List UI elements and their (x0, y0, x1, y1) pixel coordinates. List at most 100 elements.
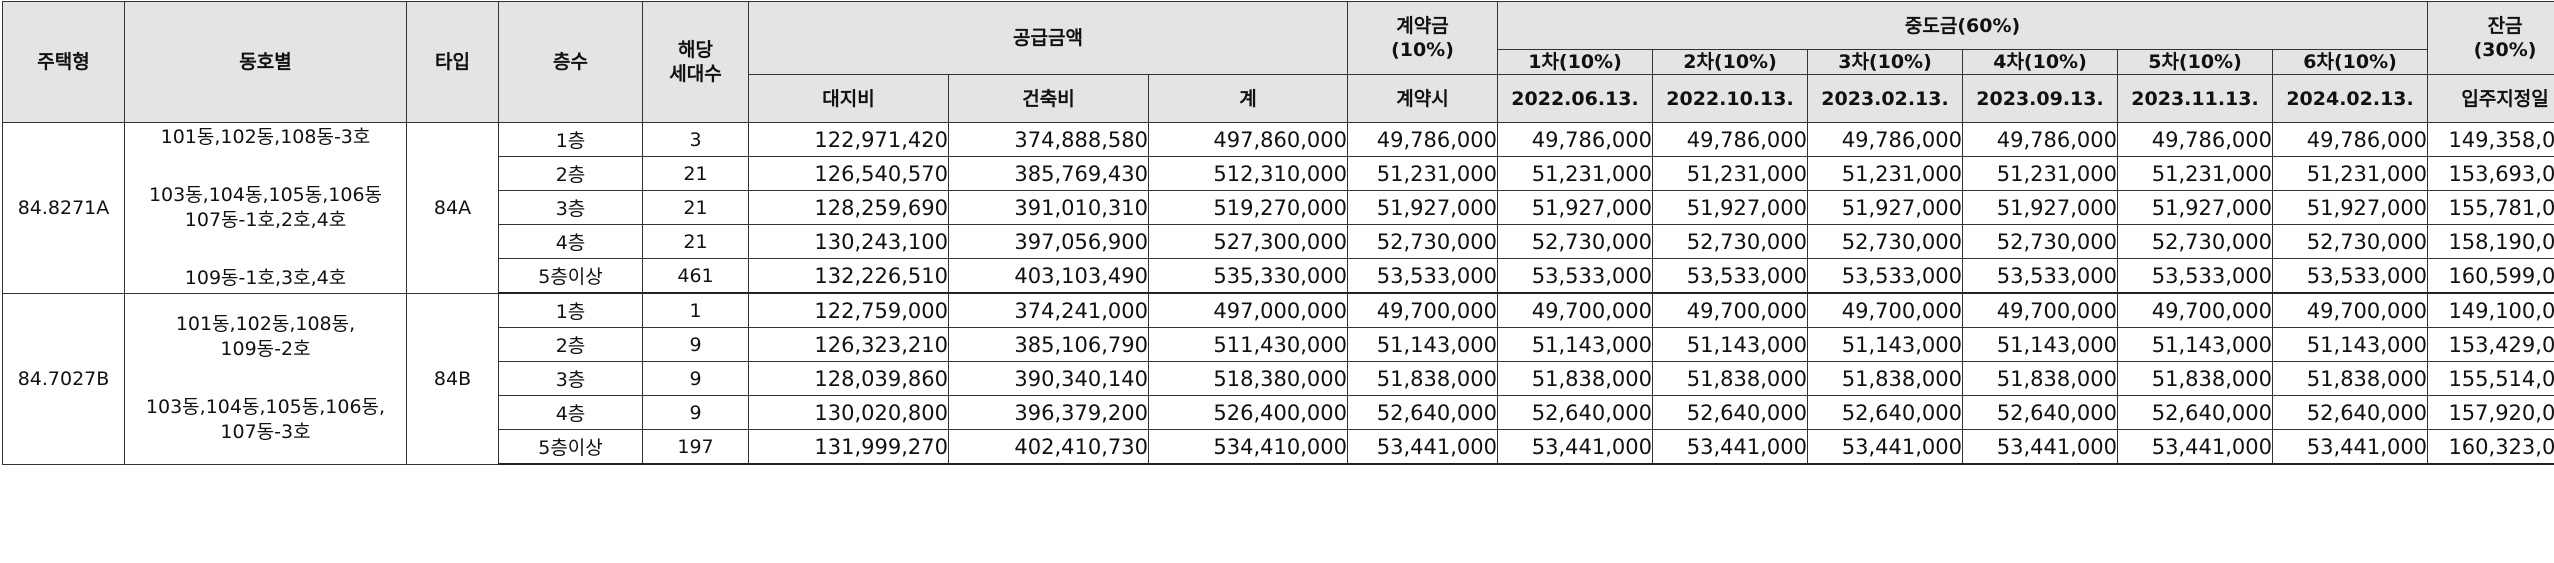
balance-cell: 155,514,000 (2428, 362, 2554, 396)
m2-cell: 52,640,000 (1653, 396, 1808, 430)
m5-cell: 49,786,000 (2118, 123, 2273, 157)
floor-cell: 1층 (499, 123, 643, 157)
m4-cell: 49,700,000 (1963, 293, 2118, 328)
units-cell: 21 (643, 225, 749, 259)
floor-cell: 1층 (499, 293, 643, 328)
m4-cell: 49,786,000 (1963, 123, 2118, 157)
building-cell: 396,379,200 (949, 396, 1149, 430)
land-cell: 128,259,690 (749, 191, 949, 225)
total-cell: 519,270,000 (1149, 191, 1348, 225)
balance-cell: 149,358,000 (2428, 123, 2554, 157)
contract-cell: 53,533,000 (1348, 259, 1498, 294)
m3-cell: 53,533,000 (1808, 259, 1963, 294)
building-cell: 391,010,310 (949, 191, 1149, 225)
m3-cell: 51,143,000 (1808, 328, 1963, 362)
dong-block-spacer (125, 233, 406, 266)
balance-cell: 158,190,000 (2428, 225, 2554, 259)
m5-cell: 52,640,000 (2118, 396, 2273, 430)
m3-cell: 49,700,000 (1808, 293, 1963, 328)
dong-ho-line: 103동,104동,105동,106동, (125, 395, 406, 420)
m6-cell: 51,838,000 (2273, 362, 2428, 396)
header-balance-line1: 잔금 (2428, 14, 2554, 38)
units-cell: 197 (643, 430, 749, 465)
total-cell: 527,300,000 (1149, 225, 1348, 259)
m3-cell: 51,838,000 (1808, 362, 1963, 396)
m6-cell: 49,700,000 (2273, 293, 2428, 328)
land-cell: 126,323,210 (749, 328, 949, 362)
m6-cell: 51,927,000 (2273, 191, 2428, 225)
building-cell: 385,106,790 (949, 328, 1149, 362)
header-middle-2: 2차(10%) (1653, 50, 1808, 75)
dong-block-spacer (125, 362, 406, 395)
building-cell: 402,410,730 (949, 430, 1149, 465)
m6-cell: 51,143,000 (2273, 328, 2428, 362)
m4-cell: 52,640,000 (1963, 396, 2118, 430)
header-middle-4: 4차(10%) (1963, 50, 2118, 75)
m1-cell: 49,786,000 (1498, 123, 1653, 157)
type-cell: 84B (407, 293, 499, 464)
building-cell: 397,056,900 (949, 225, 1149, 259)
header-middle-6: 6차(10%) (2273, 50, 2428, 75)
m3-cell: 51,231,000 (1808, 157, 1963, 191)
land-cell: 126,540,570 (749, 157, 949, 191)
total-cell: 497,000,000 (1149, 293, 1348, 328)
header-middle: 중도금(60%) (1498, 2, 2428, 50)
m1-cell: 52,640,000 (1498, 396, 1653, 430)
units-cell: 21 (643, 191, 749, 225)
floor-cell: 3층 (499, 362, 643, 396)
units-cell: 3 (643, 123, 749, 157)
dong-ho-line: 103동,104동,105동,106동 (125, 183, 406, 208)
units-cell: 21 (643, 157, 749, 191)
contract-cell: 53,441,000 (1348, 430, 1498, 465)
housing-type-cell: 84.7027B (3, 293, 125, 464)
m1-cell: 53,533,000 (1498, 259, 1653, 294)
m3-cell: 52,730,000 (1808, 225, 1963, 259)
m6-cell: 52,640,000 (2273, 396, 2428, 430)
dong-ho-line: 101동,102동,108동-3호 (125, 125, 406, 150)
m6-cell: 49,786,000 (2273, 123, 2428, 157)
units-cell: 9 (643, 362, 749, 396)
header-middle-3: 3차(10%) (1808, 50, 1963, 75)
m4-cell: 51,231,000 (1963, 157, 2118, 191)
m5-cell: 52,730,000 (2118, 225, 2273, 259)
balance-cell: 157,920,000 (2428, 396, 2554, 430)
m2-cell: 51,927,000 (1653, 191, 1808, 225)
contract-cell: 51,838,000 (1348, 362, 1498, 396)
land-cell: 122,759,000 (749, 293, 949, 328)
contract-cell: 52,640,000 (1348, 396, 1498, 430)
m2-cell: 53,533,000 (1653, 259, 1808, 294)
contract-cell: 51,143,000 (1348, 328, 1498, 362)
header-balance-line2: (30%) (2428, 38, 2554, 62)
m5-cell: 49,700,000 (2118, 293, 2273, 328)
floor-cell: 2층 (499, 328, 643, 362)
housing-type-cell: 84.8271A (3, 123, 125, 294)
m5-cell: 53,441,000 (2118, 430, 2273, 465)
m1-cell: 51,838,000 (1498, 362, 1653, 396)
balance-cell: 160,599,000 (2428, 259, 2554, 294)
land-cell: 130,020,800 (749, 396, 949, 430)
m2-cell: 52,730,000 (1653, 225, 1808, 259)
header-contract: 계약금 (10%) (1348, 2, 1498, 75)
header-supply: 공급금액 (749, 2, 1348, 75)
m1-cell: 51,231,000 (1498, 157, 1653, 191)
land-cell: 132,226,510 (749, 259, 949, 294)
floor-cell: 2층 (499, 157, 643, 191)
m5-cell: 51,143,000 (2118, 328, 2273, 362)
header-building: 건축비 (949, 75, 1149, 123)
m6-cell: 53,441,000 (2273, 430, 2428, 465)
contract-cell: 51,927,000 (1348, 191, 1498, 225)
units-cell: 9 (643, 396, 749, 430)
dong-ho-line: 109동-1호,3호,4호 (125, 266, 406, 291)
header-land: 대지비 (749, 75, 949, 123)
supply-price-table: 주택형 동호별 타입 층수 해당 세대수 공급금액 계약금 (10%) 중도금(… (2, 1, 2554, 465)
units-cell: 1 (643, 293, 749, 328)
floor-cell: 4층 (499, 396, 643, 430)
land-cell: 131,999,270 (749, 430, 949, 465)
building-cell: 385,769,430 (949, 157, 1149, 191)
header-middle-date-6: 2024.02.13. (2273, 75, 2428, 123)
header-units: 해당 세대수 (643, 2, 749, 123)
